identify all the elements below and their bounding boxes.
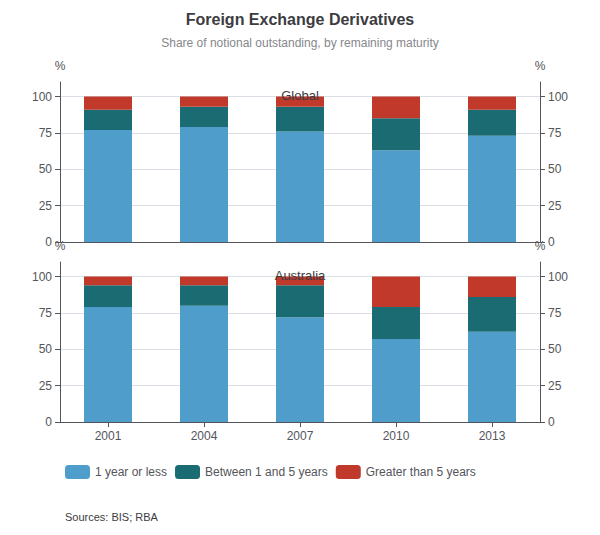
svg-text:100: 100 xyxy=(32,270,52,284)
svg-text:25: 25 xyxy=(39,379,53,393)
svg-text:2010: 2010 xyxy=(383,429,410,443)
svg-text:0: 0 xyxy=(45,415,52,429)
svg-text:Sources: BIS; RBA: Sources: BIS; RBA xyxy=(65,511,159,523)
svg-text:0: 0 xyxy=(548,235,555,249)
svg-text:2007: 2007 xyxy=(287,429,314,443)
svg-text:0: 0 xyxy=(45,235,52,249)
svg-text:2001: 2001 xyxy=(95,429,122,443)
svg-text:1 year or less: 1 year or less xyxy=(95,465,167,479)
svg-text:75: 75 xyxy=(548,306,562,320)
svg-text:Greater than 5 years: Greater than 5 years xyxy=(366,465,476,479)
svg-text:75: 75 xyxy=(548,126,562,140)
svg-text:100: 100 xyxy=(548,90,568,104)
svg-text:Between 1 and 5 years: Between 1 and 5 years xyxy=(205,465,328,479)
svg-text:50: 50 xyxy=(548,342,562,356)
svg-text:25: 25 xyxy=(39,199,53,213)
svg-text:100: 100 xyxy=(32,90,52,104)
svg-text:25: 25 xyxy=(548,379,562,393)
svg-text:0: 0 xyxy=(548,415,555,429)
svg-text:2004: 2004 xyxy=(191,429,218,443)
svg-text:%: % xyxy=(535,239,546,253)
svg-text:Share of notional outstanding,: Share of notional outstanding, by remain… xyxy=(161,36,439,50)
svg-text:75: 75 xyxy=(39,126,53,140)
svg-text:50: 50 xyxy=(39,162,53,176)
svg-text:Global: Global xyxy=(281,88,319,103)
svg-text:50: 50 xyxy=(39,342,53,356)
svg-text:Australia: Australia xyxy=(275,268,326,283)
svg-text:2013: 2013 xyxy=(479,429,506,443)
svg-text:50: 50 xyxy=(548,162,562,176)
svg-text:%: % xyxy=(55,59,66,73)
svg-text:Foreign Exchange Derivatives: Foreign Exchange Derivatives xyxy=(186,11,415,28)
svg-text:100: 100 xyxy=(548,270,568,284)
svg-text:%: % xyxy=(55,239,66,253)
svg-text:75: 75 xyxy=(39,306,53,320)
svg-text:25: 25 xyxy=(548,199,562,213)
svg-text:%: % xyxy=(535,59,546,73)
